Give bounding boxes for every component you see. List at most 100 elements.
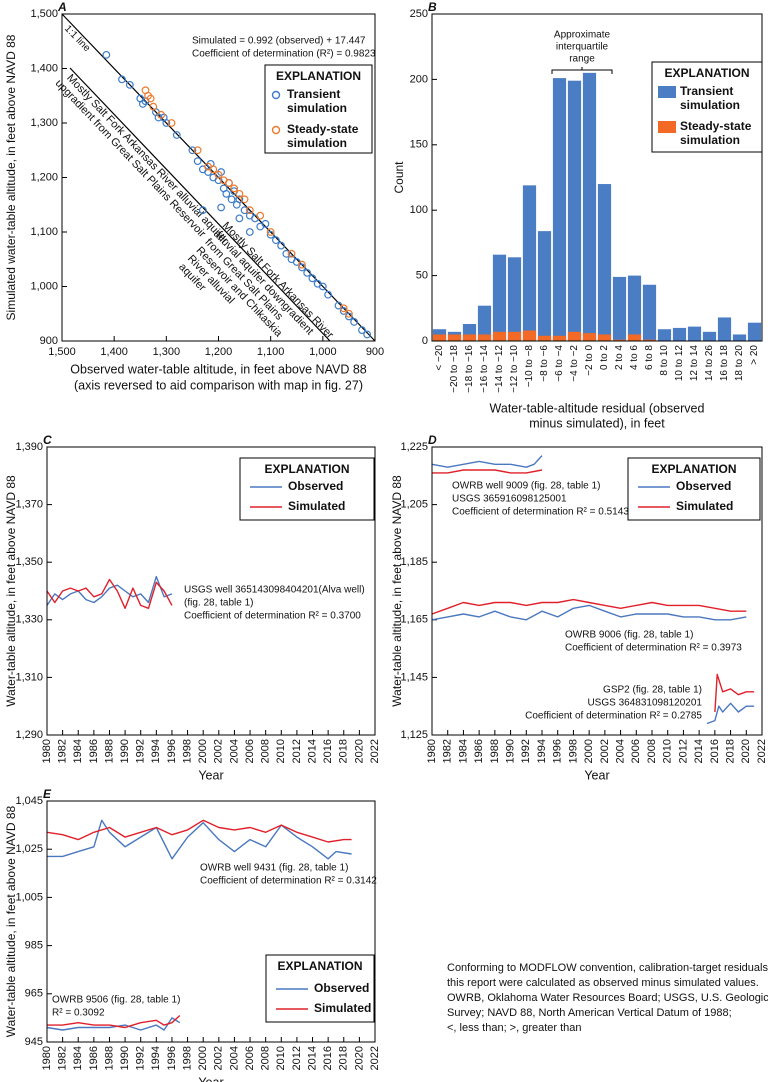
x-tick-label: 1990 bbox=[119, 739, 131, 763]
point bbox=[256, 211, 265, 220]
x-axis-label: (axis reversed to aid comparison with ma… bbox=[74, 378, 363, 392]
point bbox=[235, 214, 244, 223]
x-tick-label: 18 to 20 bbox=[734, 345, 745, 382]
plot-frame bbox=[431, 446, 763, 736]
x-axis-label: Water-table-altitude residual (observed bbox=[490, 401, 705, 415]
x-tick-label: 1992 bbox=[135, 1046, 147, 1070]
legend-frame bbox=[239, 457, 375, 521]
legend-swatch bbox=[658, 121, 676, 133]
y-tick-label: 100 bbox=[410, 204, 428, 216]
x-tick-label: 1980 bbox=[426, 739, 438, 763]
y-tick-label: 1,400 bbox=[30, 62, 58, 74]
series-line bbox=[432, 469, 543, 474]
x-tick-label: −16 to −14 bbox=[479, 345, 490, 393]
point bbox=[240, 195, 249, 204]
point bbox=[261, 219, 270, 228]
plot-frame bbox=[61, 13, 376, 342]
point bbox=[125, 80, 134, 89]
series-line bbox=[706, 702, 755, 725]
x-tick-label: 1984 bbox=[72, 739, 84, 763]
legend-title: EXPLANATION bbox=[664, 66, 749, 80]
x-tick-label: 1990 bbox=[504, 739, 516, 763]
bar bbox=[597, 334, 612, 341]
x-tick-label: 900 bbox=[366, 346, 384, 358]
series-line bbox=[431, 455, 543, 468]
panel-label: C bbox=[43, 433, 52, 447]
point bbox=[345, 309, 353, 318]
point bbox=[324, 290, 332, 299]
point bbox=[271, 236, 280, 245]
series-line bbox=[431, 604, 747, 621]
bar bbox=[582, 72, 597, 342]
point bbox=[188, 146, 197, 155]
note-line: this report were calculated as observed … bbox=[447, 977, 759, 989]
series-line bbox=[46, 575, 173, 606]
x-tick-label: 1990 bbox=[119, 1046, 131, 1070]
point bbox=[308, 274, 317, 283]
x-tick-label: 2014 bbox=[306, 1046, 318, 1070]
y-axis-label: Water-table altitude, in feet above NAVD… bbox=[390, 475, 404, 707]
bar bbox=[567, 331, 582, 341]
x-tick-label: 0 to 2 bbox=[599, 345, 610, 370]
legend-label: Simulated bbox=[288, 499, 345, 513]
series-line bbox=[46, 819, 352, 843]
x-tick-label: −14 to −12 bbox=[494, 345, 505, 393]
series-line bbox=[47, 1014, 181, 1029]
region-divider bbox=[69, 67, 331, 342]
legend-frame bbox=[264, 64, 373, 154]
point bbox=[225, 179, 233, 187]
x-tick-label: 2018 bbox=[724, 739, 736, 763]
bar bbox=[447, 334, 462, 341]
point bbox=[214, 170, 223, 179]
x-tick-label: 1,100 bbox=[257, 346, 285, 358]
y-tick-label: 1,100 bbox=[30, 226, 58, 238]
bar bbox=[432, 334, 447, 341]
legend-title: EXPLANATION bbox=[276, 69, 361, 83]
y-tick-label: 150 bbox=[410, 139, 428, 151]
bar bbox=[612, 339, 627, 341]
legend-frame bbox=[627, 457, 761, 521]
x-axis-label: Year bbox=[198, 768, 223, 782]
y-tick-label: 1,005 bbox=[15, 891, 43, 903]
x-tick-label: 1998 bbox=[567, 739, 579, 763]
point bbox=[230, 184, 239, 193]
y-tick-label: 1,145 bbox=[400, 671, 428, 683]
x-tick-label: 1988 bbox=[489, 739, 501, 763]
x-tick-label: > 20 bbox=[749, 345, 760, 365]
line-label: 1:1 line bbox=[62, 23, 93, 54]
legend-label-box: Transient simulation bbox=[680, 84, 740, 112]
x-tick-label: 2006 bbox=[244, 739, 256, 763]
bar bbox=[477, 334, 492, 341]
legend-title: EXPLANATION bbox=[264, 462, 349, 476]
x-axis-label: Year bbox=[198, 1075, 223, 1082]
annotation: OWRB 9006 (fig. 28, table 1) bbox=[565, 630, 693, 641]
x-tick-label: 6 to 8 bbox=[644, 345, 655, 370]
y-tick-label: 1,330 bbox=[15, 614, 43, 626]
x-tick-label: 1,400 bbox=[100, 346, 128, 358]
y-tick-label: 1,165 bbox=[400, 614, 428, 626]
bar bbox=[537, 231, 552, 341]
bar bbox=[477, 305, 492, 341]
y-tick-label: 945 bbox=[25, 1036, 43, 1048]
y-tick-label: 1,390 bbox=[15, 441, 43, 453]
x-tick-label: 1986 bbox=[88, 1046, 100, 1070]
x-tick-label: 2008 bbox=[646, 739, 658, 763]
legend-title: EXPLANATION bbox=[651, 462, 736, 476]
y-tick-label: 985 bbox=[25, 940, 43, 952]
x-tick-label: −18 to −16 bbox=[464, 345, 475, 393]
bar bbox=[702, 331, 717, 341]
x-tick-label: 1994 bbox=[150, 739, 162, 763]
bar bbox=[492, 331, 507, 341]
panel-label: A bbox=[57, 0, 67, 14]
legend-frame bbox=[651, 61, 763, 153]
point bbox=[193, 146, 202, 155]
legend-label: Simulated bbox=[314, 1001, 371, 1015]
x-tick-label: 2008 bbox=[260, 1046, 272, 1070]
point bbox=[102, 50, 111, 59]
x-tick-label: −8 to −6 bbox=[539, 345, 550, 382]
point bbox=[350, 318, 359, 326]
note-line: Conforming to MODFLOW convention, calibr… bbox=[447, 962, 768, 974]
x-axis-label: Observed water-table altitude, in feet a… bbox=[70, 362, 367, 376]
bar bbox=[552, 335, 567, 341]
x-tick-label: 1994 bbox=[536, 739, 548, 763]
